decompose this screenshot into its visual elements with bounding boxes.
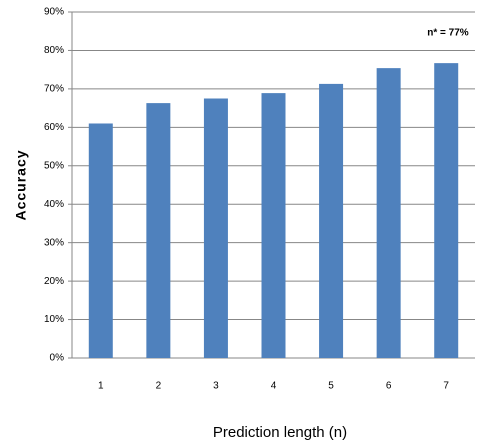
- y-tick-label: 0%: [50, 353, 65, 364]
- x-tick-label: 1: [98, 381, 104, 392]
- y-tick-label: 20%: [44, 276, 64, 287]
- y-tick-label: 90%: [44, 7, 64, 18]
- x-axis-label: Prediction length (n): [213, 424, 347, 441]
- x-tick-label: 3: [213, 381, 219, 392]
- bar: [319, 83, 344, 358]
- y-tick-label: 50%: [44, 160, 64, 171]
- bar: [88, 123, 113, 358]
- bar: [146, 103, 171, 358]
- y-tick-label: 60%: [44, 122, 64, 133]
- y-tick-label: 40%: [44, 199, 64, 210]
- annotation: n* = 77%: [427, 28, 469, 39]
- y-tick-label: 80%: [44, 45, 64, 56]
- x-tick-label: 2: [156, 381, 162, 392]
- y-tick-label: 30%: [44, 237, 64, 248]
- y-tick-label: 10%: [44, 314, 64, 325]
- bar: [261, 93, 286, 359]
- x-tick-label: 4: [271, 381, 277, 392]
- y-tick-label: 70%: [44, 84, 64, 95]
- y-axis-label: Accuracy: [13, 149, 29, 220]
- bar: [203, 98, 228, 358]
- x-tick-label: 6: [386, 381, 392, 392]
- x-tick-label: 7: [443, 381, 449, 392]
- bar: [434, 63, 459, 359]
- bar: [376, 68, 401, 358]
- x-tick-label: 5: [328, 381, 334, 392]
